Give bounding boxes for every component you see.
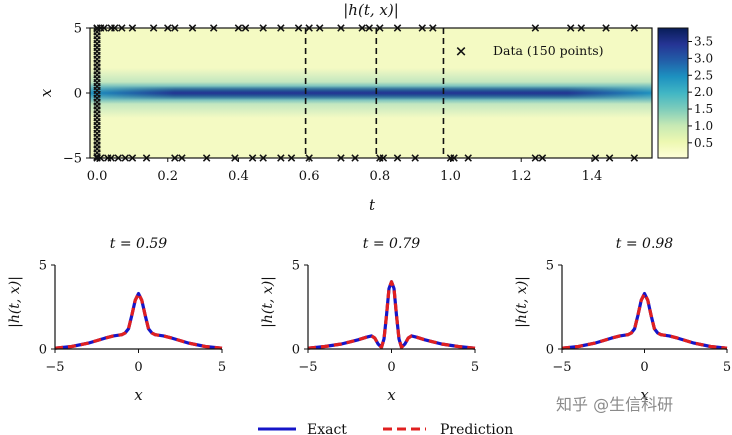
colorbar-gradient <box>657 27 689 159</box>
exact-series-line <box>561 292 728 350</box>
colorbar-tick-label: 3.5 <box>694 35 713 49</box>
heatmap-xtick-label: 1.2 <box>511 169 532 184</box>
heatmap-xtick-label: 0.6 <box>299 169 320 184</box>
snapshot-xtick-label: −5 <box>552 360 571 375</box>
snapshot-ytick-label: 0 <box>292 343 300 358</box>
heatmap-title: |h(t, x)| <box>343 1 399 19</box>
snapshot-ytick-label: 5 <box>546 259 554 274</box>
snapshot-ylabel: |h(t, x)| <box>514 276 530 328</box>
snapshot-panel-t098: t = 0.98 −5 0 5 0 5 x |h(t, x)| <box>514 236 731 404</box>
snapshot-xtick-label: 5 <box>218 360 226 375</box>
watermark-text: 知乎 @生信科研 <box>556 395 673 414</box>
snapshot-xtick-label: 5 <box>471 360 479 375</box>
bottom-legend: Exact Prediction <box>258 422 513 435</box>
heatmap-xlabel: t <box>369 196 376 214</box>
heatmap-xtick-label: 1.4 <box>582 169 603 184</box>
snapshot-axes <box>54 265 222 350</box>
heatmap-legend: × Data (150 points) <box>455 42 604 60</box>
heatmap-xtick-label: 0.2 <box>157 169 178 184</box>
heatmap-xtick-label: 0.4 <box>228 169 249 184</box>
heatmap-ytick-label: 0 <box>74 87 82 102</box>
snapshot-xtick-label: 0 <box>387 360 395 375</box>
heatmap-xtick-label: 0.0 <box>87 169 108 184</box>
snapshot-xlabel: x <box>134 386 143 404</box>
heatmap-ylabel: x <box>37 88 55 97</box>
heatmap-legend-label: Data (150 points) <box>493 43 604 58</box>
colorbar-tick-label: 2.5 <box>694 68 713 82</box>
snapshot-ylabel: |h(t, x)| <box>7 276 23 328</box>
prediction-series-line <box>54 292 223 350</box>
snapshot-xlabel: x <box>640 386 649 404</box>
snapshot-panel-t079: t = 0.79 −5 0 5 0 5 x |h(t, x)| <box>260 236 479 404</box>
colorbar-tick-label: 1.5 <box>694 102 713 116</box>
colorbar-tick-label: 3.0 <box>694 51 713 65</box>
colorbar-tick-label: 0.5 <box>694 136 713 150</box>
snapshot-xtick-label: 0 <box>640 360 648 375</box>
prediction-series-line <box>561 292 728 350</box>
heatmap-band-peak <box>90 86 652 100</box>
legend-prediction-label: Prediction <box>440 422 513 435</box>
heatmap-xtick-label: 0.8 <box>369 169 390 184</box>
snapshot-xlabel: x <box>387 386 396 404</box>
heatmap-legend-marker: × <box>455 42 468 60</box>
exact-series-line <box>54 292 223 350</box>
snapshot-xtick-label: 5 <box>723 360 731 375</box>
snapshot-xtick-label: −5 <box>298 360 317 375</box>
snapshot-ytick-label: 0 <box>546 343 554 358</box>
colorbar-tick-label: 1.0 <box>694 119 713 133</box>
snapshot-ytick-label: 0 <box>39 343 47 358</box>
colorbar-tick-label: 2.0 <box>694 85 713 99</box>
heatmap-panel: |h(t, x)| × Data (150 points) 0.0 0.2 0.4 0… <box>37 1 653 214</box>
heatmap-ytick-label: 5 <box>74 22 82 37</box>
snapshot-xtick-label: 0 <box>134 360 142 375</box>
snapshot-panel-t059: t = 0.59 −5 0 5 0 5 x |h(t, x)| <box>7 236 226 404</box>
snapshot-ylabel: |h(t, x)| <box>260 276 276 328</box>
snapshot-ytick-label: 5 <box>292 259 300 274</box>
snapshot-ytick-label: 5 <box>39 259 47 274</box>
snapshot-xtick-label: −5 <box>45 360 64 375</box>
exact-series-line <box>307 280 476 350</box>
prediction-series-line <box>307 280 476 350</box>
data-point-marker <box>93 24 101 33</box>
snapshot-axes <box>307 265 475 350</box>
snapshot-title: t = 0.59 <box>110 236 168 252</box>
heatmap-ytick-label: −5 <box>63 152 82 167</box>
colorbar: 0.5 1.0 1.5 2.0 2.5 3.0 3.5 <box>657 27 713 159</box>
snapshot-title: t = 0.79 <box>363 236 421 252</box>
snapshot-title: t = 0.98 <box>616 236 674 252</box>
snapshot-axes <box>561 265 727 350</box>
legend-exact-label: Exact <box>307 422 347 435</box>
heatmap-xtick-label: 1.0 <box>440 169 461 184</box>
